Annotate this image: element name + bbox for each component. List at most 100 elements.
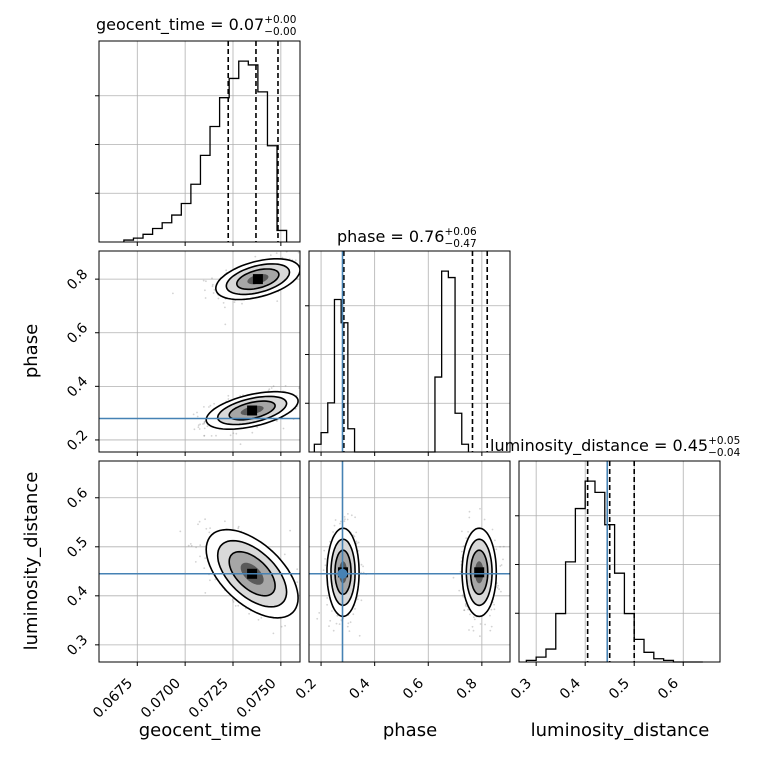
sample-point	[215, 434, 217, 437]
title-minus: −0.04	[708, 447, 740, 459]
sample-point	[296, 581, 299, 583]
sample-point	[329, 619, 332, 622]
contour-line	[235, 268, 280, 291]
sample-point	[209, 527, 212, 529]
sample-point	[471, 625, 474, 628]
sample-point	[499, 565, 502, 567]
title-minus: −0.00	[264, 26, 296, 38]
sample-point	[203, 422, 206, 425]
sample-point	[199, 423, 202, 426]
sample-point	[502, 545, 505, 548]
sample-point	[339, 520, 342, 523]
sample-point	[268, 388, 271, 391]
sample-point	[355, 540, 358, 543]
sample-point	[353, 535, 356, 538]
sample-point	[357, 541, 360, 544]
x-tick-label: 0.0700	[138, 676, 184, 722]
sample-point	[463, 609, 465, 611]
sample-point	[472, 629, 475, 632]
sample-point	[306, 266, 308, 268]
sample-point	[301, 268, 303, 270]
sample-point	[225, 269, 228, 272]
sample-point	[197, 426, 200, 429]
sample-point	[172, 292, 174, 295]
sample-point	[211, 277, 213, 280]
sample-point	[237, 604, 240, 607]
sample-point	[187, 544, 190, 547]
sample-point	[222, 302, 225, 304]
x-tick-label: 0.0750	[234, 676, 280, 722]
sample-point	[302, 404, 304, 406]
sample-point	[234, 605, 237, 607]
y-axis-label-luminosity-distance: luminosity_distance	[21, 472, 42, 651]
sample-point	[248, 612, 251, 615]
sample-point	[463, 609, 466, 612]
sample-point	[354, 608, 356, 610]
sample-point	[489, 629, 492, 632]
sample-point	[231, 599, 234, 601]
sample-point	[331, 610, 333, 612]
sample-point	[270, 387, 273, 389]
sample-point	[203, 427, 206, 430]
sample-point	[198, 428, 201, 430]
sample-point	[329, 540, 331, 543]
sample-point	[296, 568, 299, 571]
sample-point	[302, 604, 304, 606]
sample-point	[360, 563, 363, 566]
sample-point	[195, 546, 198, 549]
sample-point	[464, 604, 467, 607]
sample-point	[208, 406, 210, 408]
sample-point	[275, 252, 278, 255]
sample-point	[473, 616, 475, 619]
sample-point	[344, 518, 346, 521]
contour-line	[214, 258, 300, 301]
density-core	[247, 405, 258, 416]
sample-point	[192, 413, 195, 416]
sample-point	[204, 289, 206, 292]
sample-point	[307, 260, 309, 262]
sample-point	[190, 544, 193, 547]
sample-point	[468, 516, 471, 519]
sample-point	[212, 292, 215, 294]
sample-point	[493, 603, 495, 606]
sample-point	[468, 629, 470, 631]
sample-point	[193, 428, 196, 431]
ticks-layer: 0.0675 0.0700 0.0725 0.0750 0.2 0.4 0.6 0.8 0.3 0…	[64, 95, 684, 722]
sample-point	[217, 297, 220, 300]
title-plus: +0.06	[444, 226, 476, 238]
y-tick-label: 0.3	[64, 632, 91, 659]
axis-labels: geocent_time phase luminosity_distance p…	[21, 324, 709, 741]
x-tick-label: 0.2	[293, 676, 320, 703]
sample-point	[350, 514, 353, 517]
y-tick-label: 0.4	[64, 373, 91, 400]
x-tick-label: 0.5	[606, 676, 633, 703]
sample-point	[209, 404, 212, 407]
x-axis-label-geocent-time: geocent_time	[139, 720, 262, 741]
titles: geocent_time = 0.07+0.00 −0.00 phase = 0.…	[96, 14, 741, 459]
contour-line	[469, 549, 489, 596]
sample-point	[316, 617, 319, 620]
sample-point	[235, 432, 238, 435]
sample-point	[202, 279, 205, 282]
sample-point	[466, 608, 469, 611]
panel-geocent_time-hist	[98, 40, 301, 243]
contour-line	[225, 263, 291, 296]
sample-point	[461, 530, 463, 533]
sample-point	[179, 530, 182, 533]
sample-point	[204, 518, 207, 521]
sample-point	[326, 603, 328, 606]
x-tick-label: 0.0725	[186, 676, 232, 722]
sample-point	[189, 543, 192, 545]
sample-point	[203, 421, 206, 424]
sample-point	[339, 522, 341, 525]
sample-point	[239, 443, 242, 446]
sample-point	[355, 542, 358, 545]
sample-point	[205, 280, 207, 283]
panel-geocent_time-vs-phase	[98, 250, 301, 453]
sample-point	[198, 520, 201, 523]
sample-point	[211, 285, 214, 288]
sample-point	[465, 537, 468, 539]
x-tick-label: 0.8	[454, 676, 481, 703]
sample-point	[498, 588, 500, 590]
